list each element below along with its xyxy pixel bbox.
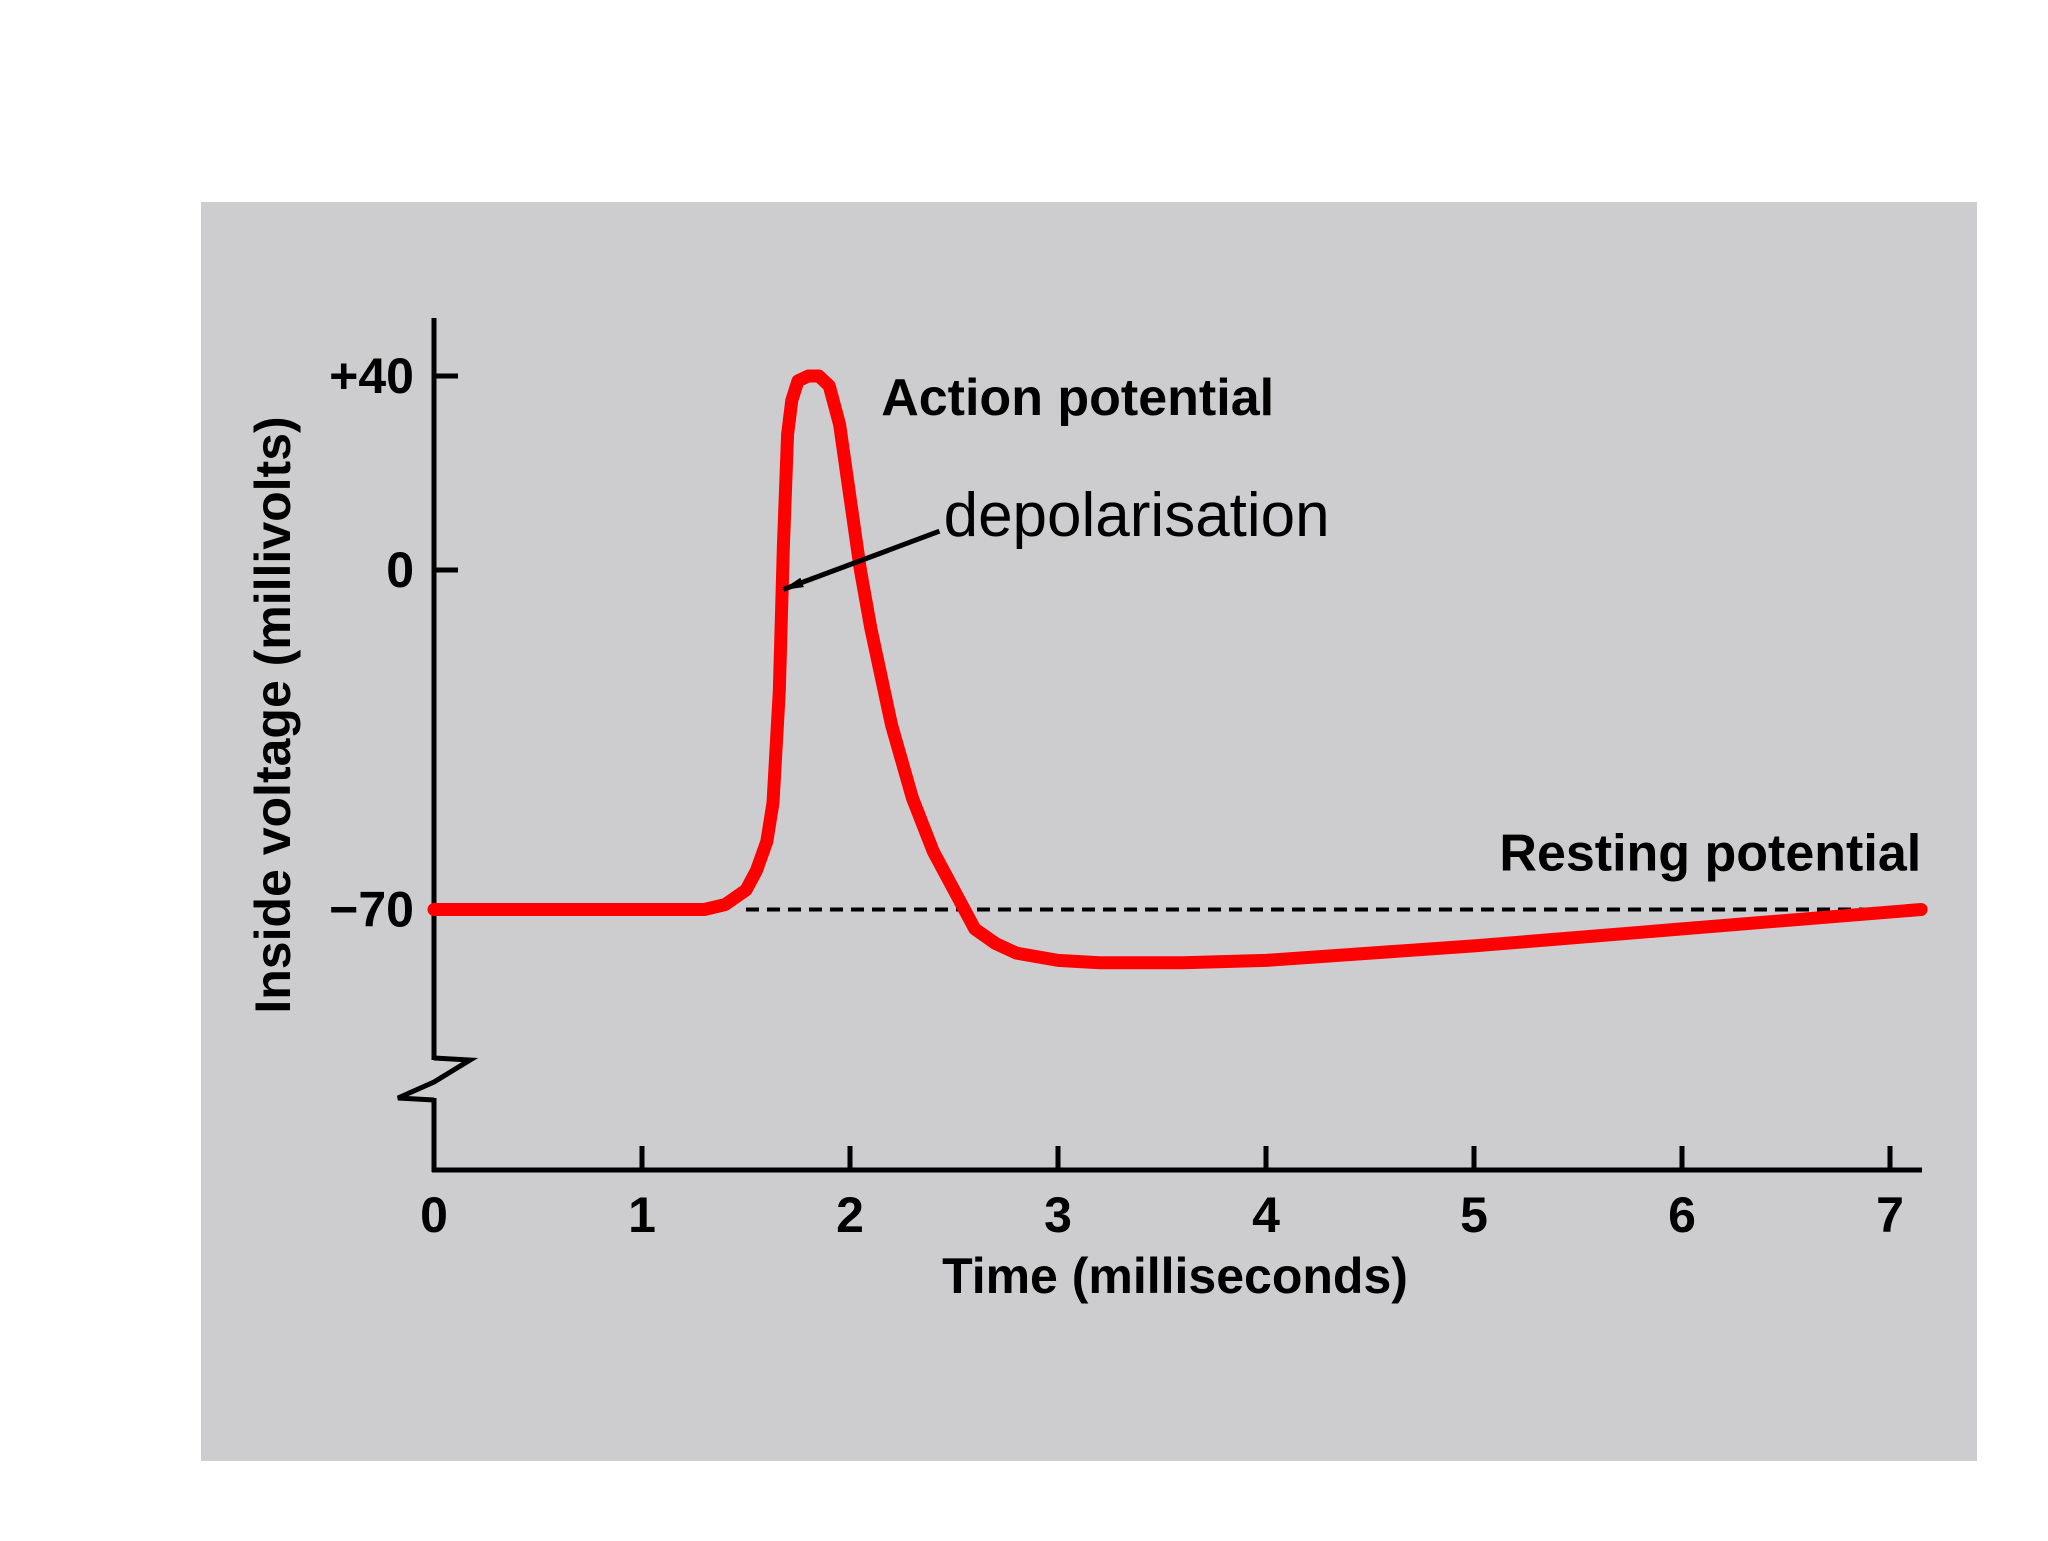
x-tick-label-5: 5 [1460, 1187, 1488, 1243]
x-tick-label-0: 0 [420, 1187, 448, 1243]
series-layer [427, 369, 1928, 970]
chart-panel-background [201, 202, 1977, 1461]
x-axis-label: Time (milliseconds) [942, 1248, 1408, 1304]
x-tick-label-2: 2 [836, 1187, 864, 1243]
x-tick-label-6: 6 [1668, 1187, 1696, 1243]
y-axis-label: Inside voltage (millivolts) [245, 416, 301, 1013]
annotation-resting-potential: Resting potential [1499, 825, 1921, 883]
x-ticks-group: 0 1 2 3 4 5 6 7 [420, 1146, 1904, 1243]
x-tick-label-1: 1 [628, 1187, 656, 1243]
x-tick-label-4: 4 [1252, 1187, 1280, 1243]
annotation-layer: Action potential depolarisation Resting po… [781, 369, 1921, 883]
y-tick-label-2: −70 [329, 882, 414, 938]
x-tick-label-7: 7 [1876, 1187, 1904, 1243]
y-tick-label-1: 0 [386, 542, 414, 598]
y-ticks-group: +40 0 −70 [329, 348, 458, 938]
annotation-action-potential: Action potential [881, 369, 1274, 427]
y-axis-break-mark [396, 1055, 479, 1103]
x-tick-label-3: 3 [1044, 1187, 1072, 1243]
annotation-arrow-depolarisation [781, 528, 941, 592]
annotation-depolarisation: depolarisation [944, 481, 1330, 550]
membrane-potential-curve [427, 369, 1928, 970]
y-tick-label-0: +40 [329, 348, 414, 404]
